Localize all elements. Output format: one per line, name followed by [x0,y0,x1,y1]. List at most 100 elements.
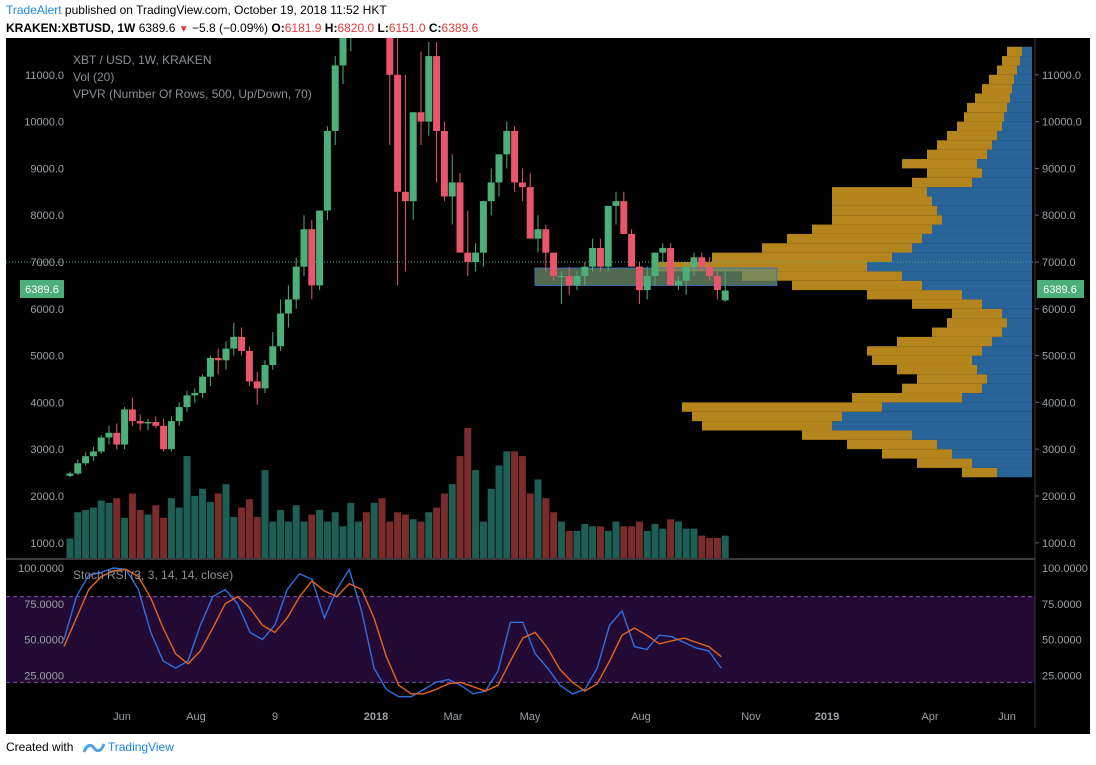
stoch-tick-right: 100.0000 [1042,563,1088,575]
time-tick: Apr [921,711,938,723]
candle-body [581,266,589,277]
candle-body [394,74,402,192]
candle-body [300,229,308,267]
vpvr-bar-down [917,374,987,384]
volume-bar [713,537,721,559]
vpvr-bar-down [975,93,1010,103]
volume-bar [706,537,714,559]
vpvr-bar-down [832,196,932,206]
vpvr-bar-up [1017,65,1032,75]
volume-bar [386,521,394,559]
candle-body [448,182,456,197]
vpvr-bar-down [702,421,832,431]
price-tick-right: 8000.0 [1042,210,1076,222]
vpvr-bar-up [1010,93,1032,103]
vpvr-bar-down [657,262,867,272]
price-tick-left: 11000.0 [25,70,64,82]
candles-layer [66,38,729,478]
vpvr-bar-up [972,177,1032,188]
stoch-axis[interactable]: 100.0000 100.0000 75.0000 75.0000 50.0000 50.… [18,563,1088,682]
vpvr-bar-down [1002,56,1020,66]
candle-body [261,364,269,389]
candle-body [66,473,74,476]
candle-body [573,276,581,286]
author-link[interactable]: TradeAlert [6,3,62,17]
volume-bar [550,512,558,559]
vpvr-bar-down [902,159,977,169]
vpvr-bar-down [872,355,972,365]
candle-body [401,191,409,202]
volume-bar [604,530,612,559]
volume-bar [409,519,417,559]
volume-bar [183,456,191,559]
vpvr-bar-down [937,140,992,150]
candle-body [144,422,152,424]
vpvr-bar-down [852,393,962,403]
chart-area[interactable]: 11000.0 11000.0 10000.0 10000.0 9000.0 9000.0… [6,38,1090,734]
candle-body [331,65,339,131]
volume-bar [651,523,659,559]
volume-bar [238,507,246,559]
candle-body [121,409,129,445]
candle-body [238,336,246,351]
tradingview-link[interactable]: TradingView [107,740,174,754]
price-axis[interactable]: 11000.0 11000.0 10000.0 10000.0 9000.0 9000.0… [24,70,1082,550]
candle-body [643,276,651,291]
candle-body [82,456,90,464]
candle-body [651,252,659,277]
volume-bar [417,521,425,559]
volume-bar [495,465,503,559]
vpvr-bar-down [867,290,962,300]
candle-body [456,182,464,253]
volume-bar [284,521,292,559]
candle-body [245,350,253,382]
volume-bar [690,528,698,559]
time-axis[interactable]: Jun Aug 9 2018 Mar May Aug Nov 2019 Apr Jun [113,711,1016,723]
vpvr-bar-up [912,430,1032,440]
volume-bar [152,505,160,559]
volume-bar [378,498,386,559]
vpvr-bar-up [962,393,1032,403]
volume-bar [128,493,136,559]
candle-body [386,38,394,75]
vpvr-bar-down [867,346,982,356]
volume-bar [136,509,144,559]
volume-bar [573,530,581,559]
volume-bar [89,507,97,559]
vpvr-bar-down [989,74,1014,85]
vpvr-bar-down [712,252,892,262]
vpvr-bar-down [682,402,882,412]
candle-body [323,130,331,211]
vpvr-bar-up [997,130,1032,141]
candle-body [105,432,113,438]
vpvr-bar-up [927,187,1032,197]
price-tick-right: 4000.0 [1042,397,1076,409]
candle-body [292,266,300,300]
candle-body [659,247,667,253]
candle-body [721,290,729,301]
volume-bar [612,521,620,559]
time-tick: Aug [186,711,206,723]
vpvr-bar-down [902,383,982,394]
vpvr-bar-down [802,430,912,440]
candle-body [284,299,292,314]
candle-body [565,276,573,286]
time-tick: 9 [272,711,278,723]
vpvr-bar-up [962,290,1032,300]
vpvr-bar-up [922,233,1032,244]
vpvr-bar-up [932,224,1032,234]
overlay-symbol: XBT / USD, 1W, KRAKEN [73,53,211,67]
volume-bar [620,526,628,559]
vpvr-bar-up [942,215,1032,225]
time-tick: Jun [113,711,131,723]
candle-body [682,266,690,281]
volume-bar [589,526,597,559]
vpvr-bar-up [987,374,1032,384]
price-tick-right: 10000.0 [1042,117,1082,129]
symbol-header: KRAKEN:XBTUSD, 1W 6389.6 ▼ −5.8 (−0.09%)… [6,21,478,35]
vpvr-bar-down [967,102,1007,113]
vpvr-bar-up [1002,121,1032,131]
vpvr-bar-up [1014,74,1032,85]
price-tick-right: 6000.0 [1042,304,1076,316]
vpvr-bar-up [912,243,1032,253]
